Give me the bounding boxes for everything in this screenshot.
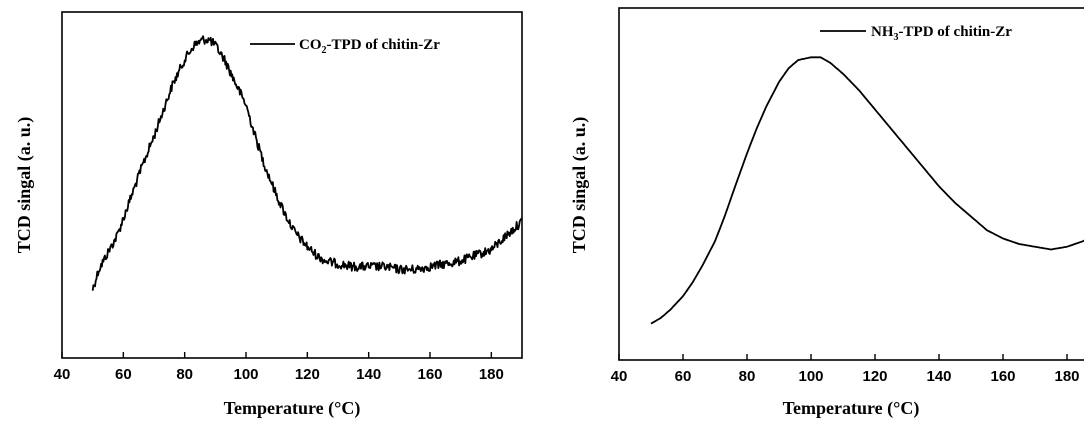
x-tick-label: 80 bbox=[176, 366, 193, 383]
x-tick-label: 100 bbox=[233, 366, 258, 383]
legend-label: NH3-TPD of chitin-Zr bbox=[871, 24, 1012, 43]
x-tick-label: 140 bbox=[926, 368, 951, 385]
x-tick-label: 100 bbox=[798, 368, 823, 385]
y-axis-label: TCD singal (a. u.) bbox=[14, 117, 35, 254]
x-tick-label: 160 bbox=[990, 368, 1015, 385]
co2-tpd-chart: 40 60 80 100 120 140 160 180 CO2-TPD of chitin-… bbox=[14, 11, 523, 419]
x-axis: 40 60 80 100 120 140 160 180 bbox=[54, 352, 504, 383]
x-tick-label: 60 bbox=[675, 368, 692, 385]
x-tick-label: 180 bbox=[479, 366, 504, 383]
plot-frame bbox=[61, 11, 523, 359]
series-line-co2 bbox=[91, 35, 523, 291]
x-tick-label: 120 bbox=[295, 366, 320, 383]
legend-label: CO2-TPD of chitin-Zr bbox=[299, 37, 440, 56]
x-tick-label: 40 bbox=[611, 368, 628, 385]
x-axis: 40 60 80 100 120 140 160 180 bbox=[611, 354, 1080, 385]
x-tick-label: 160 bbox=[417, 366, 442, 383]
plot-frame bbox=[618, 7, 1084, 361]
legend: NH3-TPD of chitin-Zr bbox=[820, 24, 1012, 43]
x-axis-label: Temperature (°C) bbox=[224, 398, 361, 419]
x-axis-label: Temperature (°C) bbox=[783, 398, 920, 419]
x-tick-label: 120 bbox=[862, 368, 887, 385]
y-axis-label: TCD singal (a. u.) bbox=[569, 117, 590, 254]
x-tick-label: 140 bbox=[356, 366, 381, 383]
x-tick-label: 180 bbox=[1054, 368, 1079, 385]
legend: CO2-TPD of chitin-Zr bbox=[250, 37, 440, 56]
nh3-tpd-chart: 40 60 80 100 120 140 160 180 NH3-TPD of chitin-… bbox=[569, 7, 1084, 419]
series-line-nh3 bbox=[650, 56, 1084, 325]
x-tick-label: 80 bbox=[739, 368, 756, 385]
x-tick-label: 40 bbox=[54, 366, 71, 383]
x-tick-label: 60 bbox=[115, 366, 132, 383]
